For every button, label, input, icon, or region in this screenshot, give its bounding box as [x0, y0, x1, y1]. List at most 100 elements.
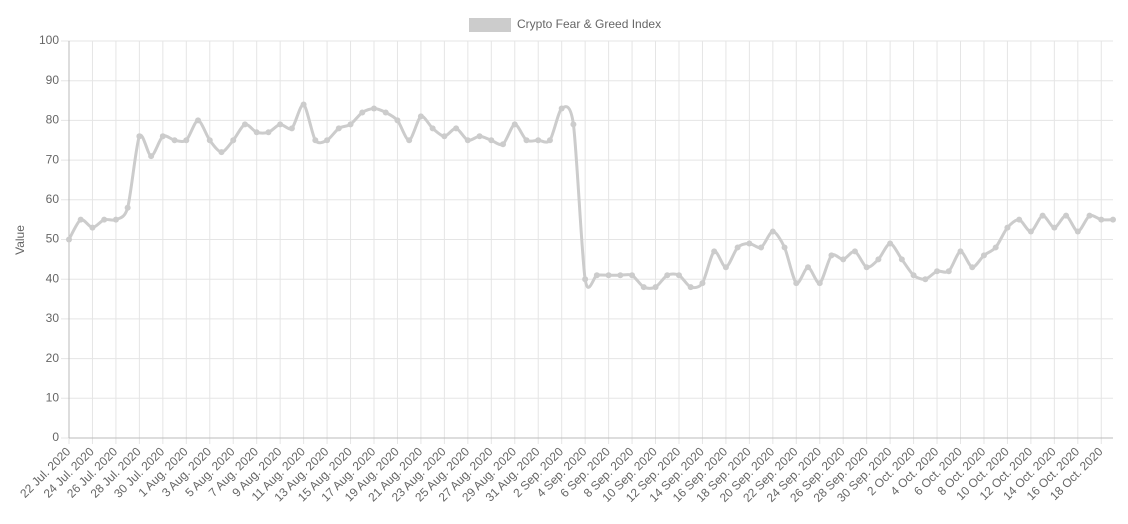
data-point [66, 236, 72, 243]
data-point [593, 272, 600, 279]
data-point [816, 280, 823, 287]
y-tick-label: 20 [46, 351, 60, 365]
data-point [781, 244, 788, 251]
data-point [429, 125, 436, 132]
data-point [370, 105, 377, 112]
data-point [746, 240, 753, 247]
data-point [241, 121, 248, 128]
data-point [629, 272, 636, 279]
y-tick-label: 10 [46, 390, 60, 404]
data-point [406, 137, 413, 144]
data-point [312, 137, 319, 144]
data-point [934, 268, 941, 275]
series-line [67, 103, 1114, 290]
data-point [722, 264, 729, 271]
data-point [1016, 216, 1023, 223]
data-point [1039, 212, 1046, 219]
data-point [1098, 216, 1105, 223]
data-point [535, 137, 542, 144]
data-point [957, 248, 964, 255]
y-tick-label: 30 [46, 311, 60, 325]
data-point [828, 252, 835, 259]
data-point [77, 216, 84, 223]
data-point [640, 284, 647, 291]
data-point [171, 137, 178, 144]
data-point [347, 121, 354, 128]
legend-label: Crypto Fear & Greed Index [517, 17, 661, 31]
data-point [711, 248, 718, 255]
data-point [335, 125, 342, 132]
legend-swatch [469, 18, 511, 32]
data-point [805, 264, 812, 271]
data-point [898, 256, 905, 263]
data-point [546, 137, 553, 144]
data-point [769, 228, 776, 235]
y-tick-label: 90 [46, 73, 60, 87]
y-tick-label: 50 [46, 232, 60, 246]
data-point [699, 280, 706, 287]
data-point [605, 272, 612, 279]
data-point [1051, 224, 1058, 231]
data-point [382, 109, 389, 116]
data-point [253, 129, 260, 136]
y-tick-label: 70 [46, 152, 60, 166]
data-point [288, 125, 295, 132]
y-tick-label: 100 [39, 33, 59, 47]
data-point [687, 284, 694, 291]
data-point [945, 268, 952, 275]
data-point [89, 224, 96, 231]
data-point [488, 137, 495, 144]
data-point [992, 244, 999, 251]
data-point [159, 133, 166, 140]
data-point [101, 216, 108, 223]
data-point [218, 149, 225, 156]
y-tick-label: 40 [46, 271, 60, 285]
data-point [464, 137, 471, 144]
data-point [675, 272, 682, 279]
data-point [1027, 228, 1034, 235]
data-point [112, 216, 119, 223]
data-point [793, 280, 800, 287]
data-point [582, 276, 589, 283]
data-point [887, 240, 894, 247]
data-point [417, 113, 424, 120]
data-point [148, 153, 155, 160]
data-point [570, 121, 577, 128]
data-point [840, 256, 847, 263]
data-point [511, 121, 518, 128]
data-point [617, 272, 624, 279]
data-point [206, 137, 213, 144]
data-point [265, 129, 272, 136]
data-point [136, 133, 143, 140]
y-tick-label: 0 [52, 430, 59, 444]
data-point [969, 264, 976, 271]
data-point [1063, 212, 1070, 219]
data-point [523, 137, 530, 144]
data-point [183, 137, 190, 144]
data-point [922, 276, 929, 283]
data-point [1086, 212, 1093, 219]
data-point [875, 256, 882, 263]
data-point [230, 137, 237, 144]
data-point [863, 264, 870, 271]
data-point [441, 133, 448, 140]
data-point [394, 117, 401, 124]
data-point [453, 125, 460, 132]
data-point [1110, 216, 1116, 223]
data-point [664, 272, 671, 279]
data-point [758, 244, 765, 251]
y-axis-label: Value [13, 225, 27, 255]
data-point [734, 244, 741, 251]
data-point [500, 141, 507, 148]
data-point [124, 204, 131, 211]
data-point [980, 252, 987, 259]
data-point [558, 105, 565, 112]
y-tick-label: 60 [46, 192, 60, 206]
data-point [324, 137, 331, 144]
data-point [195, 117, 202, 124]
data-point [277, 121, 284, 128]
data-point [652, 284, 659, 291]
data-point [359, 109, 366, 116]
